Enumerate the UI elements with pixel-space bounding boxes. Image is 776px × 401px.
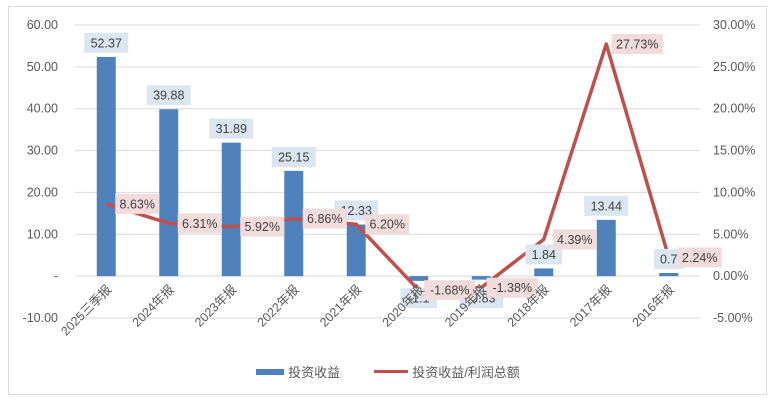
category-label: 2024年报 [129, 281, 177, 329]
bar-value-label-bg [584, 195, 629, 216]
right-tick-label: -5.00% [713, 311, 753, 325]
ratio-value-label: 6.31% [182, 217, 217, 231]
bar [346, 224, 366, 277]
ratio-value-label-bg [115, 193, 160, 214]
ratio-value-label: 5.92% [245, 220, 280, 234]
ratio-value-label: -1.68% [430, 284, 470, 298]
ratio-value-label: 4.39% [557, 233, 592, 247]
line-data-labels: 8.63% 6.31% 5.92% 6.86% 6.20% -1.68% -1.38% 4.3… [115, 34, 722, 301]
bar [284, 170, 304, 277]
legend-item-line: 投资收益/利润总额 [374, 362, 520, 381]
ratio-value-label-bg [240, 216, 285, 237]
bar [471, 276, 491, 280]
ratio-line [105, 42, 671, 292]
bar-value-label: 31.89 [216, 122, 247, 136]
left-tick-label: 60.00 [27, 18, 58, 32]
bar-swatch-icon [256, 368, 285, 375]
right-tick-label: 30.00% [713, 18, 755, 32]
right-tick-label: 25.00% [713, 60, 755, 74]
left-tick-label: 50.00 [27, 60, 58, 74]
right-tick-label: 5.00% [713, 227, 748, 241]
legend: 投资收益 投资收益/利润总额 [0, 362, 776, 381]
left-tick-label: -10.00 [23, 311, 58, 325]
line-series [105, 42, 671, 292]
left-tick-label: 40.00 [27, 102, 58, 116]
bar-value-label: 1.84 [532, 248, 556, 262]
ratio-value-label-bg [552, 229, 597, 250]
ratio-value-label-bg [486, 277, 538, 298]
bar-value-label: 39.88 [153, 89, 184, 103]
ratio-value-label-bg [677, 247, 722, 268]
left-tick-label: 10.00 [27, 227, 58, 241]
bar [159, 109, 179, 277]
bar [596, 219, 616, 277]
ratio-value-label: 6.20% [370, 218, 405, 232]
right-tick-label: 15.00% [713, 144, 755, 158]
ratio-value-label: 27.73% [616, 38, 658, 52]
left-tick-label: 20.00 [27, 185, 58, 199]
category-label: 2021年报 [316, 281, 364, 329]
ratio-value-label-bg [365, 214, 410, 235]
ratio-value-label-bg [611, 34, 663, 55]
left-tick-label: 30.00 [27, 144, 58, 158]
bar [659, 272, 679, 277]
bar-series [96, 56, 679, 281]
line-swatch-icon [374, 370, 409, 373]
ratio-value-label: 8.63% [120, 197, 155, 211]
left-tick-label: - [54, 269, 58, 283]
ratio-value-label: -1.38% [492, 281, 532, 295]
bar-value-label-bg [525, 244, 563, 265]
category-label: 2016年报 [629, 281, 677, 329]
bar-value-label-bg [653, 248, 684, 269]
bar-value-label-bg [146, 85, 191, 106]
bar-value-label: 12.33 [341, 204, 372, 218]
category-label: 2022年报 [254, 281, 302, 329]
right-tick-label: 20.00% [713, 102, 755, 116]
category-label: 2025三季报 [58, 281, 115, 338]
bar [221, 142, 241, 277]
bar-value-label: 52.37 [91, 36, 122, 50]
legend-label-line: 投资收益/利润总额 [412, 365, 520, 380]
right-tick-label: 0.00% [713, 269, 748, 283]
bar-value-label: 25.15 [278, 150, 309, 164]
right-axis: 30.00% 25.00% 20.00% 15.00% 10.00% 5.00% 0.00%… [713, 18, 755, 325]
bar-value-label-bg [271, 146, 316, 167]
category-label: 2017年报 [566, 281, 614, 329]
ratio-value-label-bg [302, 208, 347, 229]
ratio-value-label-bg [424, 280, 476, 301]
bar-value-label: 13.44 [591, 199, 622, 213]
ratio-value-label-bg [177, 213, 222, 234]
legend-label-bar: 投资收益 [288, 365, 341, 380]
left-axis: 60.00 50.00 40.00 30.00 20.00 10.00 - -10.00 [23, 18, 59, 325]
bar-value-label-bg [84, 32, 129, 53]
bar-value-label: 0.7 [660, 252, 677, 266]
bar [534, 268, 554, 277]
category-axis: 2025三季报 2024年报 2023年报 2022年报 2021年报 2020年报 201… [58, 281, 678, 338]
legend-item-bar: 投资收益 [256, 362, 340, 381]
right-tick-label: 10.00% [713, 185, 755, 199]
bar [409, 276, 429, 281]
category-label: 2023年报 [191, 281, 239, 329]
bar-value-label-bg [209, 118, 254, 139]
bar [96, 56, 116, 277]
ratio-value-label: 6.86% [307, 212, 342, 226]
ratio-value-label: 2.24% [682, 251, 717, 265]
